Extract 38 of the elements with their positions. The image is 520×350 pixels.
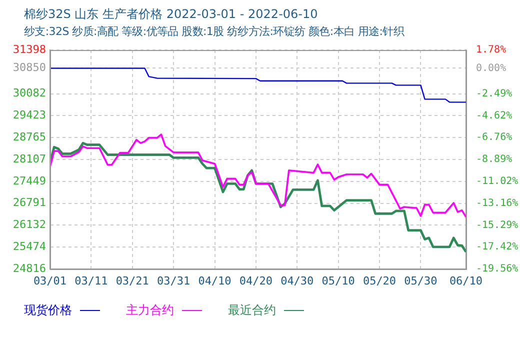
x-tick-label: 03/01 [33, 274, 67, 288]
y-tick-label: 25474 [12, 240, 46, 253]
y-tick-label: 24816 [12, 262, 46, 275]
x-tick-label: 04/20 [239, 274, 273, 288]
y2-tick-label: 0.00% [476, 62, 506, 74]
x-tick-label: 03/11 [74, 274, 108, 288]
chart-subtitle: 纱支:32S 纱质:高配 等级:优等品 股数:1股 纺纱方法:环锭纺 颜色:本白 用途:针织 [24, 24, 404, 39]
y-tick-label: 29423 [12, 108, 46, 122]
x-tick-label: 05/30 [404, 274, 438, 288]
y2-tick-label: -13.16% [476, 198, 518, 209]
legend-label: 现货价格 [24, 302, 72, 319]
legend-label: 主力合约 [126, 302, 174, 319]
y-tick-label: 28765 [12, 130, 46, 144]
y2-tick-label: -19.56% [476, 264, 518, 275]
y2-tick-label: 1.78% [476, 44, 506, 56]
y-tick-label: 27449 [12, 174, 46, 188]
x-tick-label: 04/10 [198, 274, 232, 288]
x-tick-label: 03/21 [116, 274, 149, 288]
y2-tick-label: -8.89% [476, 154, 512, 166]
x-tick-label: 05/20 [362, 274, 396, 288]
legend-label: 最近合约 [228, 302, 276, 319]
chart-title: 棉纱32S 山东 生产者价格 2022-03-01 - 2022-06-10 [24, 6, 318, 23]
x-tick-label: 05/10 [322, 274, 355, 288]
x-tick-label: 03/31 [157, 274, 190, 288]
y-tick-label: 28107 [12, 152, 46, 166]
y-tick-label: 30082 [12, 86, 46, 100]
y-tick-label: 26791 [12, 196, 46, 210]
y2-tick-label: -17.42% [476, 242, 518, 253]
y-tick-label: 30850 [12, 61, 46, 74]
x-tick-label: 06/10 [449, 274, 483, 288]
y2-tick-label: -11.02% [476, 176, 518, 187]
y2-tick-label: -15.29% [476, 220, 518, 231]
y2-tick-label: -6.76% [476, 132, 512, 144]
y-tick-label: 31398 [12, 42, 46, 56]
y2-tick-label: -4.62% [476, 110, 512, 122]
y-tick-label: 26132 [12, 218, 46, 232]
x-tick-label: 04/30 [280, 274, 314, 288]
y2-tick-label: -2.49% [476, 88, 512, 100]
